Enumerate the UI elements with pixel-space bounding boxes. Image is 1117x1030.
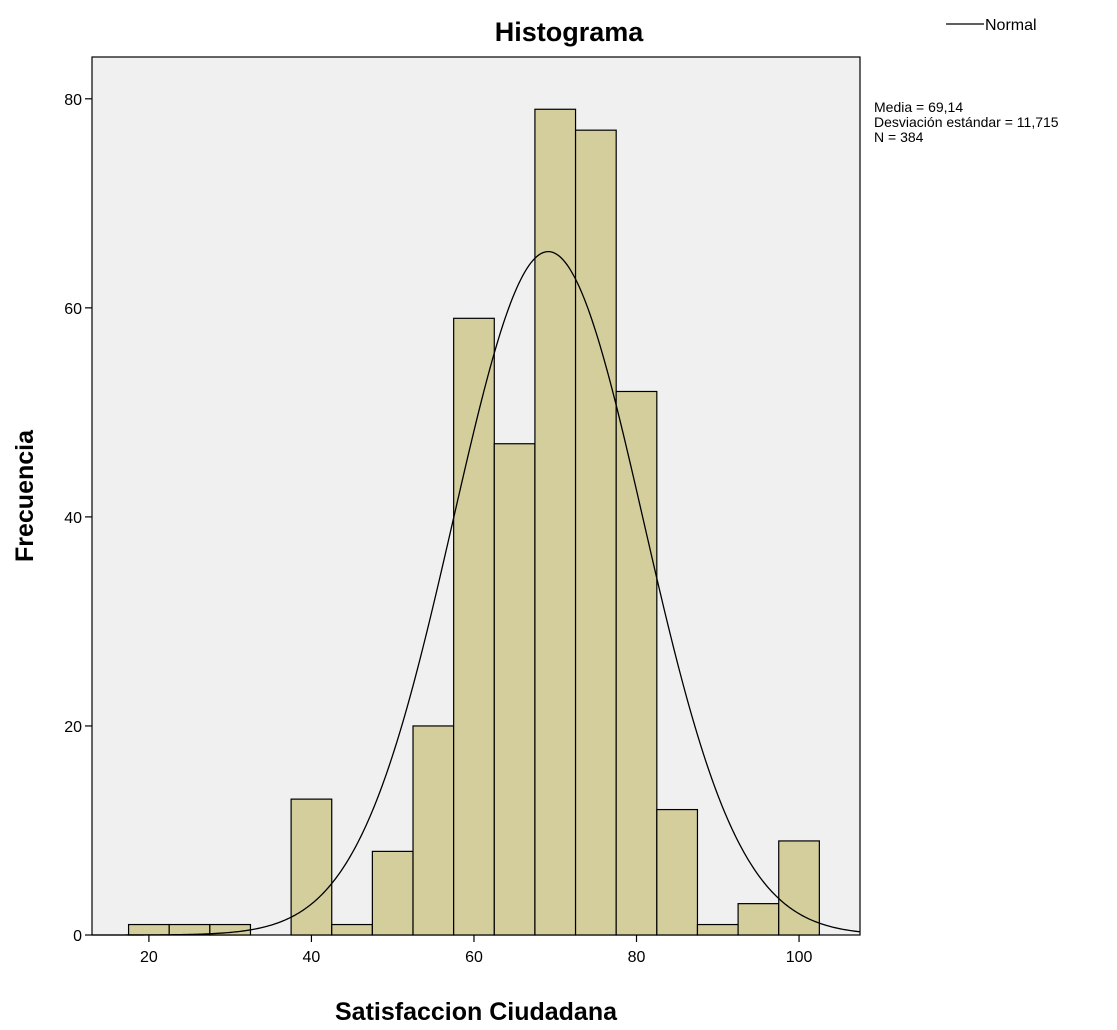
histogram-bar — [127, 923, 170, 936]
chart-title: Histograma — [495, 17, 645, 47]
histogram-bar — [331, 923, 373, 936]
histogram-bar — [737, 903, 780, 936]
histogram-bar — [656, 808, 699, 936]
histogram-bar — [696, 923, 739, 936]
histogram-bar — [574, 129, 617, 936]
x-tick-label: 40 — [303, 949, 321, 966]
x-tick-label: 80 — [628, 949, 646, 966]
y-tick-label: 80 — [64, 92, 82, 109]
y-tick-label: 60 — [64, 301, 82, 318]
x-axis-title: Satisfaccion Ciudadana — [335, 998, 618, 1026]
x-tick-label: 100 — [786, 949, 813, 966]
histogram-bar — [371, 850, 414, 936]
histogram-bar — [615, 390, 658, 936]
histogram-bar — [534, 108, 577, 936]
bars-layer — [127, 108, 820, 936]
y-tick-label: 0 — [73, 928, 82, 945]
y-tick-label: 40 — [64, 510, 82, 527]
y-axis-title: Frecuencia — [11, 429, 39, 562]
x-axis: 20 40 60 80 100 — [140, 935, 813, 966]
stat-mean: Media = 69,14 — [874, 99, 963, 115]
legend: Normal — [946, 17, 1037, 34]
histogram-bar — [493, 443, 536, 936]
stat-sd: Desviación estándar = 11,715 — [874, 114, 1059, 130]
histogram-bar — [412, 725, 455, 936]
y-tick-label: 20 — [64, 719, 82, 736]
x-tick-label: 20 — [140, 949, 158, 966]
legend-normal-label: Normal — [985, 17, 1037, 34]
x-tick-label: 60 — [465, 949, 483, 966]
histogram-bar — [453, 317, 495, 936]
stats-box: Media = 69,14 Desviación estándar = 11,7… — [874, 99, 1059, 145]
stat-n: N = 384 — [874, 129, 924, 145]
y-axis: 0 20 40 60 80 — [64, 92, 92, 945]
normal-curve — [92, 250, 861, 936]
